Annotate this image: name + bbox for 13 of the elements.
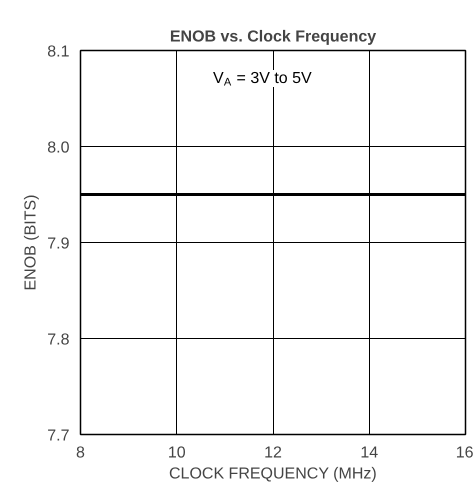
x-tick-label: 14 — [360, 444, 378, 462]
x-axis-title: CLOCK FREQUENCY (MHz) — [168, 466, 377, 482]
x-tick-label: 8 — [76, 444, 86, 462]
x-tick-label: 16 — [456, 444, 473, 462]
y-axis-title: ENOB (BITS) — [22, 194, 40, 291]
y-tick-label: 8.0 — [47, 140, 70, 156]
chart-title: ENOB vs. Clock Frequency — [170, 28, 376, 46]
x-tick-label: 12 — [264, 444, 282, 462]
x-tick-label: 10 — [168, 444, 186, 462]
y-tick-label: 7.7 — [47, 428, 70, 444]
y-tick-label: 7.8 — [47, 332, 70, 348]
y-tick-label: 8.1 — [47, 44, 70, 60]
y-tick-label: 7.9 — [47, 236, 70, 252]
